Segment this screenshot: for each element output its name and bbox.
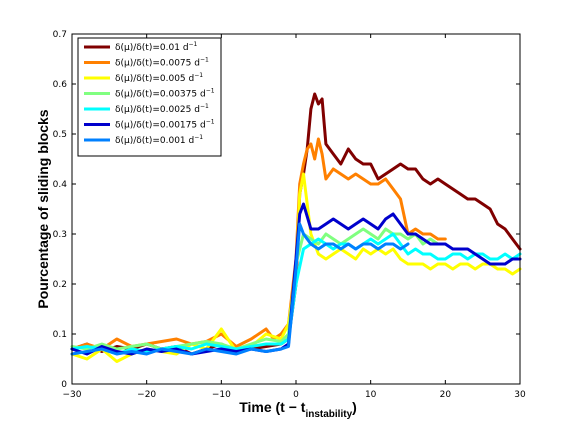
y-tick-label: 0.7 <box>53 30 67 40</box>
legend-label-3: δ(μ)/δ(t)=0.005 d−1 <box>115 72 203 84</box>
x-tick-label: −30 <box>63 390 82 400</box>
x-axis-label-close: ) <box>352 399 357 415</box>
y-tick-label: 0.1 <box>53 330 67 340</box>
legend-label-2: δ(μ)/δ(t)=0.0075 d−1 <box>115 57 209 69</box>
y-tick-label: 0.5 <box>53 130 67 140</box>
y-tick-label: 0 <box>61 380 67 390</box>
series-line-7 <box>70 222 410 356</box>
y-tick-label: 0.3 <box>53 230 67 240</box>
x-tick-label: −10 <box>212 390 231 400</box>
x-axis-label-main: Time (t − t <box>239 399 306 415</box>
x-tick-label: 20 <box>440 390 452 400</box>
legend-label-5: δ(μ)/δ(t)=0.0025 d−1 <box>115 103 209 115</box>
ticks-layer: −30 −20 −10 0 10 20 30 0 0.1 0.2 0.3 0.4 0.5 0.6 0.7 <box>53 30 526 400</box>
x-tick-label: 0 <box>293 390 299 400</box>
x-axis-title: Time (t − tinstability) <box>239 399 357 420</box>
legend-label-6: δ(μ)/δ(t)=0.00175 d−1 <box>115 119 215 131</box>
y-tick-label: 0.4 <box>53 180 68 190</box>
legend-label-1: δ(μ)/δ(t)=0.01 d−1 <box>115 41 198 53</box>
series-line-2 <box>70 137 447 351</box>
legend-label-7: δ(μ)/δ(t)=0.001 d−1 <box>115 134 203 146</box>
y-tick-label: 0.6 <box>53 80 68 90</box>
x-axis-label-subscript: instability <box>305 409 352 420</box>
x-axis-label: Time (t − tinstability) <box>239 399 357 420</box>
y-tick-label: 0.2 <box>53 280 67 290</box>
legend: δ(μ)/δ(t)=0.01 d−1 δ(μ)/δ(t)=0.0075 d−1 δ(… <box>77 37 222 157</box>
series-layer <box>70 92 522 363</box>
x-tick-label: 10 <box>365 390 377 400</box>
y-axis-label: Pourcentage of sliding blocks <box>35 109 51 308</box>
legend-box <box>77 37 222 157</box>
legend-label-4: δ(μ)/δ(t)=0.00375 d−1 <box>115 88 215 100</box>
x-tick-label: 30 <box>514 390 526 400</box>
x-tick-label: −20 <box>137 390 156 400</box>
